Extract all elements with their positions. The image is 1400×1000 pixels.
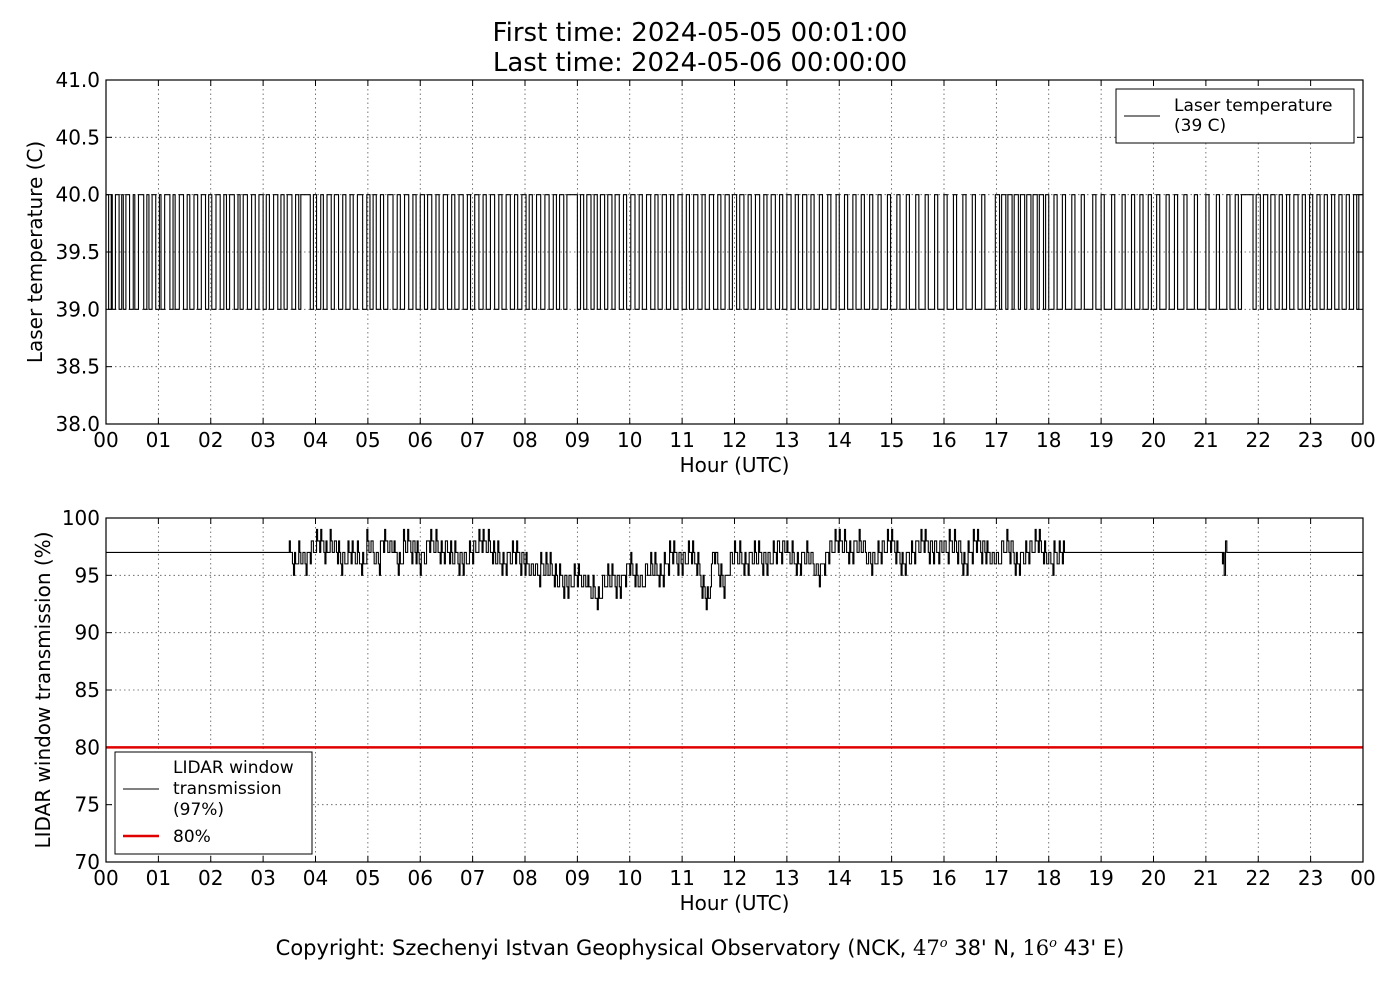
x-tick-label: 02 [198, 866, 223, 890]
x-tick-label: 22 [1246, 428, 1271, 452]
y-tick-label: 90 [75, 621, 100, 645]
chart-panel-2: 00 01 02 03 04 05 06 07 08 09 10 11 12 13 14 15 16 17 18 19… [31, 506, 1376, 915]
y-tick-label: 38.5 [55, 355, 100, 379]
x-tick-label: 09 [565, 866, 590, 890]
x-tick-label: 12 [722, 866, 747, 890]
x-tick-label: 11 [669, 866, 694, 890]
legend-label-laser: (39 C) [1174, 116, 1226, 136]
x-tick-label: 18 [1036, 428, 1061, 452]
lat-minutes: 38' N, [954, 936, 1023, 960]
y-tick-label: 95 [75, 563, 100, 587]
x-tick-label: 23 [1298, 428, 1323, 452]
x-tick-label: 04 [303, 428, 328, 452]
series-lidar-transmission [106, 528, 1363, 611]
legend: Laser temperature(39 C) [1115, 88, 1355, 144]
x-tick-label: 19 [1088, 428, 1113, 452]
x-tick-label: 08 [512, 428, 537, 452]
x-tick-label: 03 [250, 866, 275, 890]
x-tick-label: 10 [617, 866, 642, 890]
x-axis-label: Hour (UTC) [680, 453, 790, 477]
y-tick-label: 39.5 [55, 240, 100, 264]
x-tick-label: 02 [198, 428, 223, 452]
x-tick-label: 17 [984, 428, 1009, 452]
y-tick-label: 70 [75, 850, 100, 874]
x-tick-label: 13 [774, 866, 799, 890]
x-tick-label: 11 [669, 428, 694, 452]
x-tick-label: 06 [408, 428, 433, 452]
x-tick-label: 07 [460, 866, 485, 890]
y-tick-label: 75 [75, 793, 100, 817]
x-tick-label: 14 [827, 428, 852, 452]
lon-degree-mark: o [1049, 936, 1057, 951]
x-axis-label: Hour (UTC) [680, 891, 790, 915]
x-tick-label: 15 [879, 866, 904, 890]
copyright-prefix: Copyright: Szechenyi Istvan Geophysical … [275, 936, 913, 960]
x-tick-label: 13 [774, 428, 799, 452]
x-tick-label: 14 [827, 866, 852, 890]
chart-title-line-2: Last time: 2024-05-06 00:00:00 [492, 48, 908, 78]
legend-label-lidar: transmission [173, 779, 282, 799]
series-laser-temperature [105, 194, 1364, 310]
x-tick-label: 00 [1350, 428, 1375, 452]
x-tick-label: 06 [408, 866, 433, 890]
y-tick-label: 100 [62, 506, 100, 530]
x-tick-label: 00 [93, 428, 118, 452]
x-tick-label: 21 [1193, 428, 1218, 452]
copyright-footer: Copyright: Szechenyi Istvan Geophysical … [0, 936, 1400, 960]
x-tick-label: 20 [1141, 866, 1166, 890]
chart-panel-1: 00 01 02 03 04 05 06 07 08 09 10 11 12 13 14 15 16 17 18 19… [23, 68, 1376, 477]
x-tick-label: 23 [1298, 866, 1323, 890]
lat-degree-mark: o [939, 936, 948, 951]
x-tick-label: 03 [250, 428, 275, 452]
x-tick-label: 20 [1141, 428, 1166, 452]
y-axis-label: Laser temperature (C) [23, 141, 47, 363]
y-tick-label: 40.0 [55, 183, 100, 207]
legend-label-lidar: (97%) [173, 800, 224, 820]
plot-frame [105, 517, 1364, 863]
y-tick-label: 41.0 [55, 68, 100, 92]
x-tick-label: 18 [1036, 866, 1061, 890]
lon-degrees: 16 [1022, 936, 1050, 960]
legend-label-80: 80% [173, 827, 211, 847]
y-tick-label: 39.0 [55, 297, 100, 321]
y-tick-label: 38.0 [55, 412, 100, 436]
x-tick-label: 10 [617, 428, 642, 452]
y-axis-label: LIDAR window transmission (%) [31, 532, 55, 849]
x-tick-label: 00 [1350, 866, 1375, 890]
x-tick-label: 09 [565, 428, 590, 452]
legend-label-lidar: LIDAR window [173, 758, 294, 778]
x-tick-label: 01 [146, 428, 171, 452]
x-tick-label: 01 [146, 866, 171, 890]
x-tick-label: 05 [355, 866, 380, 890]
x-tick-label: 19 [1088, 866, 1113, 890]
y-tick-label: 85 [75, 678, 100, 702]
x-tick-label: 22 [1246, 866, 1271, 890]
legend-label-laser: Laser temperature [1174, 96, 1332, 116]
x-tick-label: 07 [460, 428, 485, 452]
lon-minutes: 43' E) [1063, 936, 1125, 960]
lat-degrees: 47 [912, 936, 940, 960]
x-tick-label: 16 [931, 866, 956, 890]
x-tick-label: 15 [879, 428, 904, 452]
y-tick-label: 40.5 [55, 125, 100, 149]
plot-frame [105, 79, 1364, 425]
x-tick-label: 17 [984, 866, 1009, 890]
x-tick-label: 08 [512, 866, 537, 890]
x-tick-label: 04 [303, 866, 328, 890]
x-tick-label: 21 [1193, 866, 1218, 890]
chart-title-line-1: First time: 2024-05-05 00:01:00 [492, 18, 908, 48]
x-tick-label: 16 [931, 428, 956, 452]
y-tick-label: 80 [75, 735, 100, 759]
x-tick-label: 05 [355, 428, 380, 452]
x-tick-label: 12 [722, 428, 747, 452]
x-tick-label: 00 [93, 866, 118, 890]
